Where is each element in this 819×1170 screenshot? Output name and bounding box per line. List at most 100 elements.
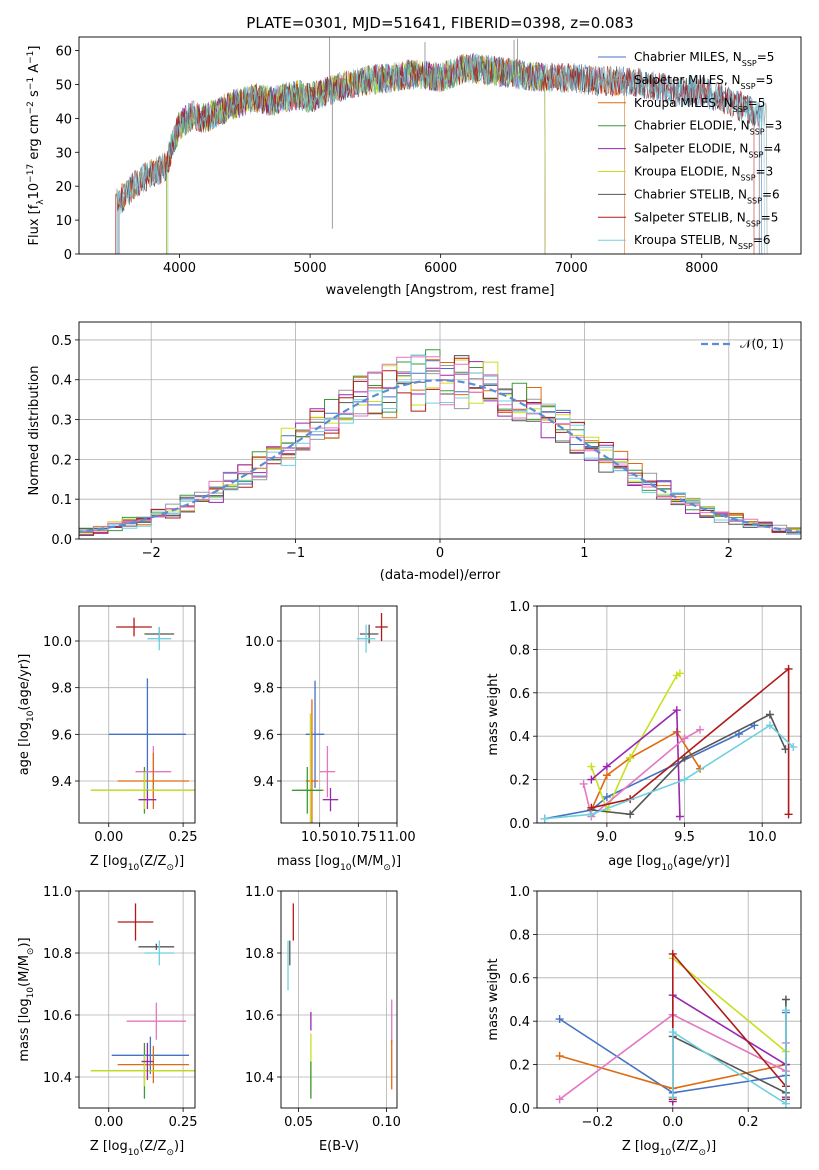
x-axis-label-part: ⊙ [698,1148,706,1158]
weight-marker [680,775,689,784]
spectrum-series [116,53,765,254]
x-axis-label-part: (Z/Z [139,1139,166,1154]
y-tick-label: 10.4 [245,1071,274,1086]
y-tick-label: 60 [55,45,72,60]
y-tick-label: 0.0 [509,817,530,832]
weight-marker [555,1051,564,1060]
legend-entry-part: =6 [753,233,771,247]
y-tick-label: 0.5 [51,334,72,349]
weight-marker [784,664,793,673]
y-tick-label: 10.0 [245,635,274,650]
weight-marker [734,730,743,739]
y-axis-label-part: λ [36,199,46,205]
legend-entry: Kroupa STELIB, NSSP=6 [634,233,771,251]
weight-series [544,724,794,820]
y-tick-label: 1.0 [509,885,530,900]
y-axis-label-part: ] [27,46,42,51]
y-axis-label-part: 10 [26,710,36,722]
legend-entry-part: SSP [746,219,761,228]
points [287,903,393,1099]
x-axis-label-part: ⊙ [166,863,174,873]
y-tick-label: 20 [55,180,72,195]
axes-frame [280,890,398,1109]
y-axis-label-part: 10 [26,987,36,999]
legend-entry-part: SSP [738,242,753,251]
legend-entry-part: =5 [756,73,774,87]
y-axis-label-part: age [log [17,722,32,775]
x-tick-label: 5000 [294,261,327,276]
legend-entry: Salpeter MILES, NSSP=5 [634,73,773,91]
legend-entry-part: SSP [741,81,756,90]
weight-series [544,724,755,820]
chart-title: PLATE=0301, MJD=51641, FIBERID=0398, z=0… [246,14,633,32]
weight-series [671,1010,787,1106]
weight-lines [540,664,798,823]
legend-entry-part: Kroupa ELODIE, N [634,165,741,179]
x-tick-label: 0.00 [94,830,123,845]
weight-marker [696,725,705,734]
axes-frame [536,605,802,824]
weight-marker [555,1015,564,1024]
x-axis-label: wavelength [Angstrom, rest frame] [326,283,555,298]
x-axis-label-part: )] [706,1139,716,1154]
weight-marker [579,779,588,788]
x-axis-label-part: 10 [128,863,140,873]
x-axis-label-part: )] [391,854,401,869]
y-axis-label-part: erg cm [27,114,42,163]
axes-frame [280,605,398,824]
x-axis-label-part: (age/yr)] [673,854,730,869]
x-axis-label: Z [log10(Z/Z⊙)] [622,1139,716,1158]
y-tick-label: 0.6 [509,972,530,987]
x-axis-label-part: 10 [660,1148,672,1158]
x-axis-label: age [log10(age/yr)] [608,854,730,873]
y-tick-label: 10.4 [43,1071,72,1086]
y-axis-label: mass weight [486,958,501,1040]
y-axis-label-part: −2 [26,101,36,114]
x-axis-label: mass [log10(M/M⊙)] [277,854,401,873]
y-tick-label: 10.8 [43,947,72,962]
y-tick-label: 0.0 [509,1102,530,1117]
weight-marker [587,762,596,771]
weight-series [582,729,701,818]
legend-entry-part: =5 [757,50,775,64]
axes-frame [78,36,802,255]
y-tick-label: 0.4 [509,730,530,745]
y-tick-label: 9.4 [51,775,72,790]
weight-series [590,672,681,813]
x-tick-label: 8000 [685,261,718,276]
x-axis-label: Z [log10(Z/Z⊙)] [90,1139,184,1158]
x-tick-label: 4000 [163,261,196,276]
x-tick-label: −0.2 [582,1115,614,1130]
weight-marker [675,669,684,678]
weight-marker [781,995,790,1004]
y-axis-label-part: )] [17,937,32,947]
weight-marker [602,771,611,780]
y-tick-label: 9.4 [253,775,274,790]
y-tick-label: 0 [64,248,72,263]
x-axis-label-part: ⊙ [383,863,391,873]
y-tick-label: 0.6 [509,687,530,702]
legend-entry-part: =6 [762,187,780,201]
x-axis-label: E(B-V) [319,1139,359,1154]
weight-vs-Z-panel: −0.2 0.0 0.2 0.0 0.2 0.4 0.6 0.8 1.0 Z [log10(Z/Z… [486,885,802,1158]
legend-entry: Chabrier STELIB, NSSP=6 [634,187,780,205]
y-tick-label: 9.6 [253,728,274,743]
y-axis-label-part: −1 [26,51,36,64]
x-axis-label-part: ⊙ [166,1148,174,1158]
age-vs-Z-panel: 0.00 0.259.49.69.810.0Z [log10(Z/Z⊙)]age … [17,605,198,873]
y-tick-label: 10.6 [245,1009,274,1024]
legend-entry: Salpeter ELODIE, NSSP=4 [634,142,781,160]
points [90,903,195,1099]
weight-series [590,708,681,817]
axes-frame [78,605,196,824]
legend-entry: Kroupa ELODIE, NSSP=3 [634,165,773,183]
legend-entry-part: Salpeter MILES, N [634,73,741,87]
y-tick-label: 0.8 [509,928,530,943]
legend-entry: Salpeter STELIB, NSSP=5 [634,210,778,228]
x-axis-label-part: Z [log [90,854,128,869]
legend-entry-part: =5 [748,96,766,110]
weight-marker [668,949,677,958]
y-axis-label-part: A [27,64,42,77]
x-tick-label: 6000 [424,261,457,276]
